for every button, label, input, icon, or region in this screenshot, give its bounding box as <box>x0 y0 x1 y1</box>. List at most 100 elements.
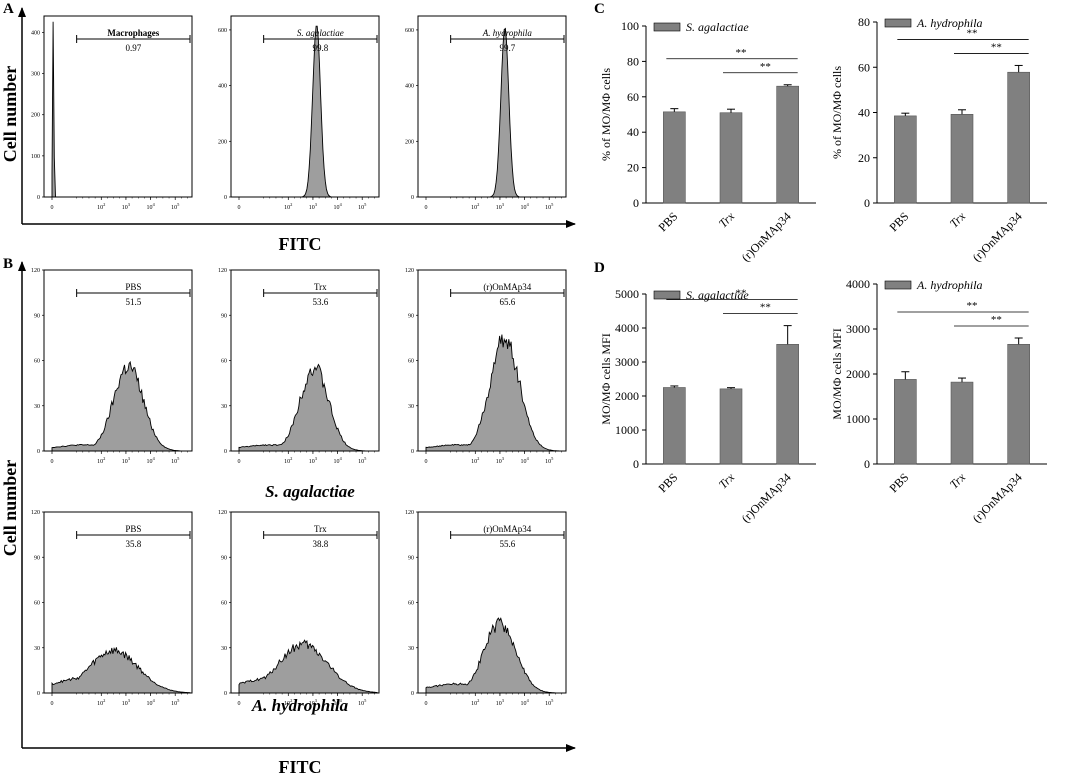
y-tick-label: 100 <box>31 154 40 160</box>
x-tick-label: 105 <box>545 456 554 465</box>
significance-label: ** <box>760 302 771 314</box>
y-tick-label: 300 <box>31 72 40 78</box>
panel-letter-b: B <box>3 256 13 272</box>
y-tick-label: 120 <box>218 268 227 274</box>
y-tick-label: 400 <box>31 30 40 36</box>
x-tick-label: 105 <box>171 456 180 465</box>
x-tick-label: (r)OnMAp34 <box>970 470 1025 525</box>
y-tick-label: 30 <box>221 404 227 410</box>
y-tick-label: 90 <box>34 555 40 561</box>
histogram-area <box>425 334 564 452</box>
x-tick-label: PBS <box>655 209 680 234</box>
y-tick-label: 40 <box>858 106 870 120</box>
x-tick-label: 0 <box>51 701 54 707</box>
x-tick-label: 103 <box>496 456 505 465</box>
histogram-area <box>238 639 378 694</box>
histogram-b6: 0 30 60 90 120 0 102 103 104 105 (r)OnMAp34 55.6 <box>405 510 567 707</box>
y-tick-label: 0 <box>411 691 414 697</box>
y-tick-label: 200 <box>218 139 227 145</box>
x-tick-label: 102 <box>97 456 105 465</box>
x-tick-label: Trx <box>947 209 969 231</box>
panel-a-y-axis-label: Cell number <box>0 66 20 163</box>
histogram-b5: 0 30 60 90 120 0 102 103 104 105 Trx 38.8 <box>218 510 380 707</box>
gate-label: PBS <box>125 282 141 292</box>
significance-label: ** <box>736 288 747 300</box>
bar <box>719 388 743 465</box>
bar <box>950 381 974 465</box>
y-tick-label: 120 <box>405 510 414 516</box>
y-tick-label: 0 <box>37 691 40 697</box>
gate-value: 38.8 <box>312 539 328 549</box>
gate-value: 65.6 <box>499 297 515 307</box>
bar <box>950 114 974 204</box>
y-axis-label: % of MO/MΦ cells <box>830 66 844 159</box>
legend-label: S. agalactiae <box>686 20 749 34</box>
y-tick-label: 30 <box>408 404 414 410</box>
y-tick-label: 60 <box>34 601 40 607</box>
y-tick-label: 60 <box>627 90 639 104</box>
x-tick-label: 102 <box>471 456 479 465</box>
y-tick-label: 0 <box>224 195 227 201</box>
y-tick-label: 60 <box>858 60 870 74</box>
significance-label: ** <box>991 314 1002 326</box>
bar <box>1007 71 1030 204</box>
y-tick-label: 600 <box>405 28 414 34</box>
x-tick-label: 103 <box>309 698 318 707</box>
y-axis-label: MO/MΦ cells MFI <box>599 333 613 424</box>
x-tick-label: 103 <box>122 202 131 211</box>
x-tick-label: 0 <box>425 701 428 707</box>
y-tick-label: 400 <box>218 84 227 90</box>
x-tick-label: 102 <box>284 456 292 465</box>
y-tick-label: 3000 <box>846 322 870 336</box>
y-tick-label: 60 <box>408 359 414 365</box>
panel-a-x-axis-label: FITC <box>278 234 321 254</box>
x-tick-label: 105 <box>358 202 367 211</box>
gate-label: Trx <box>314 282 327 292</box>
histogram-b3: 0 30 60 90 120 0 102 103 104 105 (r)OnMAp34 65.6 <box>405 268 567 465</box>
gate-value: 35.8 <box>125 539 141 549</box>
histogram-area <box>426 27 564 198</box>
x-tick-label: 102 <box>471 202 479 211</box>
y-tick-label: 90 <box>221 313 227 319</box>
histogram-a2: 0 200 400 600 0 102 103 104 105 S. agalactiae 99.8 <box>218 15 380 211</box>
y-tick-label: 30 <box>408 646 414 652</box>
significance-label: ** <box>736 47 747 59</box>
bar <box>894 115 917 204</box>
bar <box>719 112 743 204</box>
gate-value: 53.6 <box>312 297 328 307</box>
y-tick-label: 0 <box>224 449 227 455</box>
y-axis-label: % of MO/MΦ cells <box>599 68 613 161</box>
x-tick-label: 103 <box>496 698 505 707</box>
panel-b-x-axis-label: FITC <box>278 757 321 777</box>
y-tick-label: 0 <box>411 195 414 201</box>
gate-label: Macrophages <box>107 28 159 38</box>
x-tick-label: PBS <box>886 470 911 495</box>
y-tick-label: 1000 <box>615 423 639 437</box>
histogram-b4: 0 30 60 90 120 0 102 103 104 105 PBS 35.8 <box>31 510 193 707</box>
row-label-a-hydrophila: A. hydrophila <box>251 696 349 715</box>
x-tick-label: (r)OnMAp34 <box>739 209 794 264</box>
histogram-area <box>238 363 377 452</box>
y-tick-label: 20 <box>858 151 870 165</box>
legend-label: S. agalactiae <box>686 288 749 302</box>
histogram-a1: 0 100 200 300 400 0 102 103 104 105 Macrophages 0.9… <box>31 15 193 211</box>
bar-chart-c1: 0 20 40 60 80 100 % of MO/MΦ cells S. agalactia… <box>599 19 816 264</box>
gate-value: 55.6 <box>499 539 515 549</box>
y-tick-label: 30 <box>221 646 227 652</box>
significance-label: ** <box>967 300 978 312</box>
y-tick-label: 90 <box>34 313 40 319</box>
y-tick-label: 30 <box>34 404 40 410</box>
x-tick-label: 105 <box>545 698 554 707</box>
histogram-area <box>51 21 190 198</box>
y-tick-label: 0 <box>633 457 639 471</box>
y-tick-label: 40 <box>627 125 639 139</box>
y-tick-label: 60 <box>34 359 40 365</box>
x-tick-label: 0 <box>425 205 428 211</box>
histogram-b2: 0 30 60 90 120 0 102 103 104 105 Trx 53.6 <box>218 268 380 465</box>
x-tick-label: (r)OnMAp34 <box>739 470 794 525</box>
bar <box>1007 343 1030 465</box>
x-tick-label: 0 <box>238 459 241 465</box>
x-tick-label: 105 <box>358 456 367 465</box>
x-tick-label: PBS <box>886 209 911 234</box>
significance-label: ** <box>760 61 771 73</box>
